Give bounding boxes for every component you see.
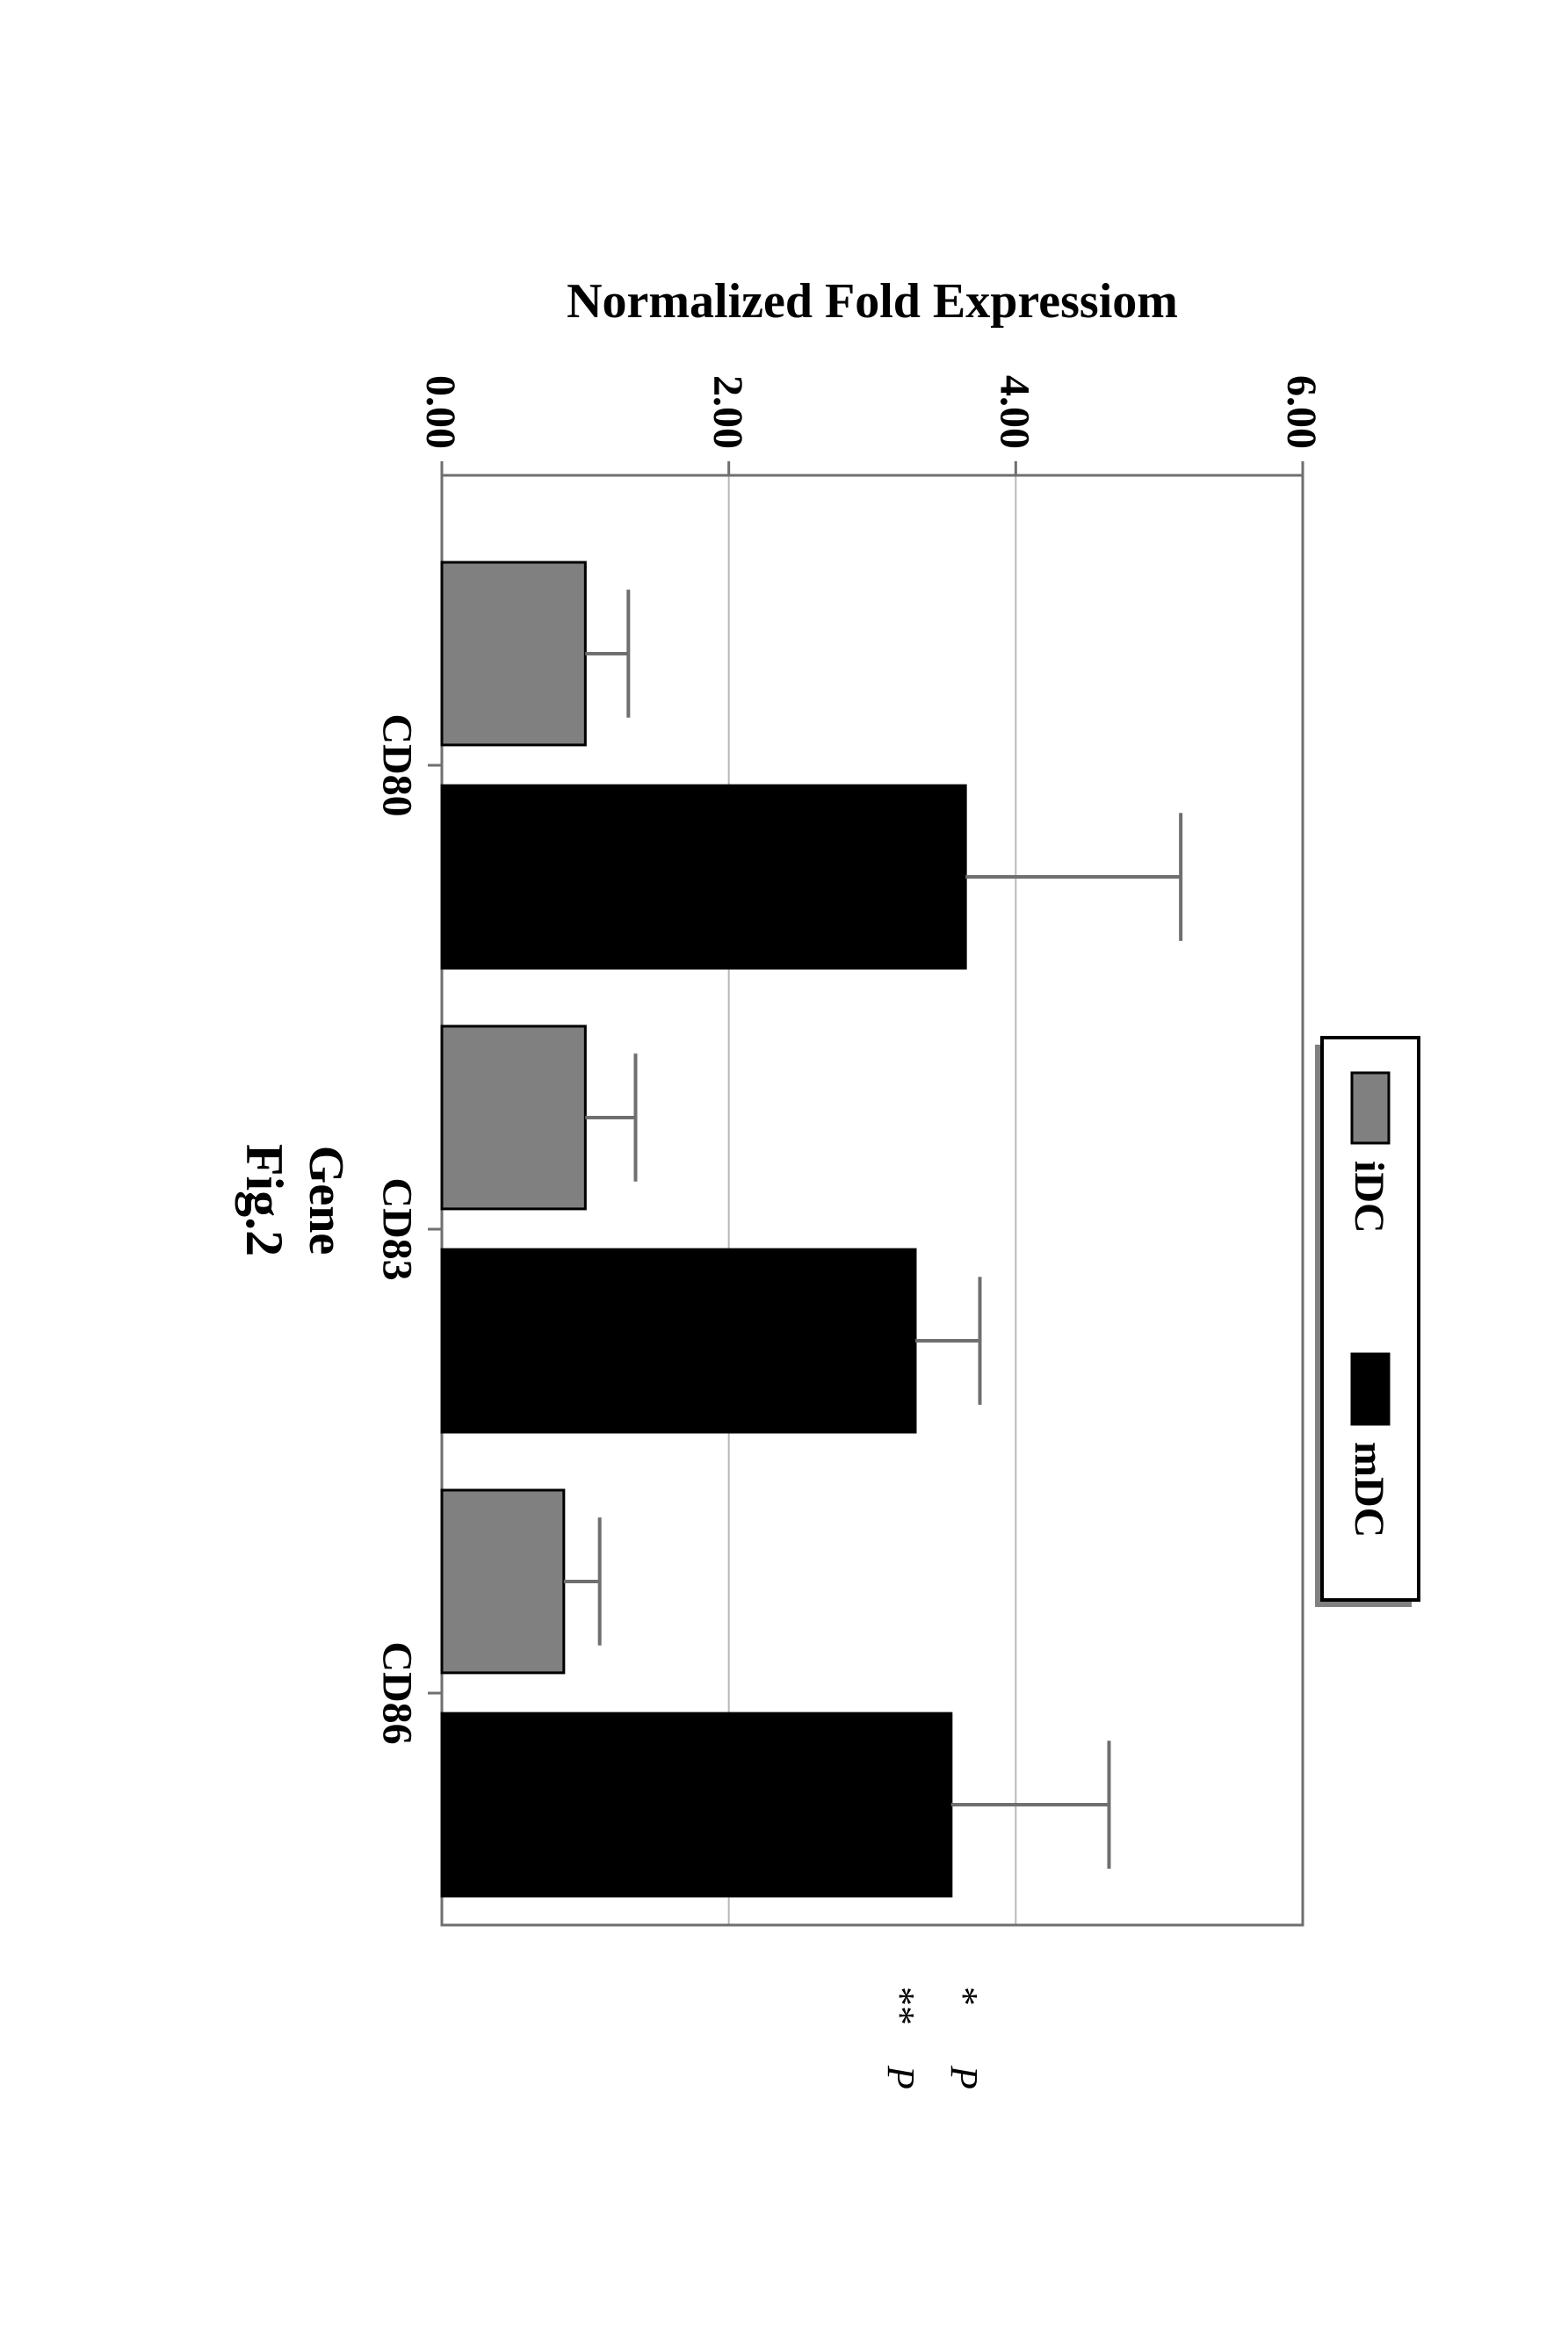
footnote-mark: *: [943, 1987, 986, 2006]
bar: [442, 1713, 951, 1896]
figure: 0.00 2.00 4.00 6.00 Normalized Fold Expressi…: [126, 247, 1443, 2092]
rotated-container: 0.00 2.00 4.00 6.00 Normalized Fold Expressi…: [126, 247, 1443, 2092]
legend-label: iDC: [1346, 1161, 1392, 1234]
x-category-label: CD83: [373, 1177, 420, 1280]
footnote-text: P < 0.05: [943, 2065, 986, 2092]
footnote-text: P < 0.01: [879, 2065, 922, 2092]
legend-swatch: [1352, 1354, 1389, 1424]
bar: [442, 1249, 915, 1432]
bar: [442, 1490, 564, 1673]
figure-caption: Fig.2: [235, 1143, 293, 1256]
bar: [442, 1026, 585, 1209]
bar: [442, 785, 965, 968]
y-tick-label: 2.00: [704, 375, 750, 449]
y-tick-label: 6.00: [1278, 375, 1325, 449]
x-category-label: CD86: [373, 1641, 420, 1744]
x-axis-label: Gene: [299, 1145, 353, 1254]
legend-swatch: [1352, 1073, 1389, 1143]
legend-label: mDC: [1346, 1442, 1392, 1538]
chart-svg: 0.00 2.00 4.00 6.00 Normalized Fold Expressi…: [126, 247, 1443, 2092]
footnote-mark: **: [879, 1987, 922, 2025]
y-tick-label: 0.00: [417, 375, 464, 449]
bar: [442, 562, 585, 745]
page: 0.00 2.00 4.00 6.00 Normalized Fold Expressi…: [0, 0, 1568, 2338]
y-axis-label: Normalized Fold Expressiom: [567, 274, 1178, 329]
x-category-label: CD80: [373, 713, 420, 816]
y-tick-label: 4.00: [991, 375, 1037, 449]
